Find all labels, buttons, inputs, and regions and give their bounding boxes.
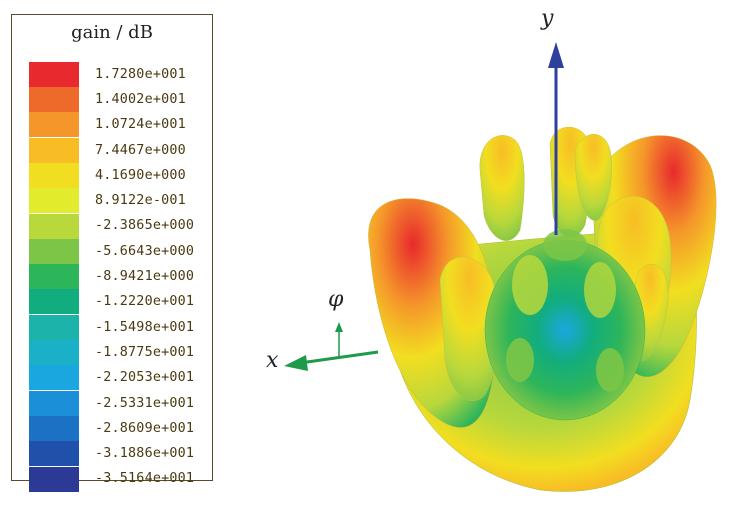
legend-value: -1.8775e+001 [95, 344, 195, 360]
legend-swatch [29, 289, 79, 315]
legend-swatch [29, 213, 79, 239]
inner-bump-3 [506, 338, 534, 382]
radiation-pattern-3d [284, 42, 717, 492]
legend-value: 1.0724e+001 [95, 117, 186, 133]
legend-value: -2.3865e+000 [95, 218, 195, 234]
legend-entry: 1.7280e+001 [29, 61, 186, 87]
y-axis-label: y [541, 6, 554, 31]
legend-entry: -2.2053e+001 [29, 365, 195, 391]
legend-value: -5.6643e+000 [95, 243, 195, 259]
legend-entry: -1.8775e+001 [29, 340, 195, 365]
legend-value: -2.5331e+001 [95, 395, 195, 411]
legend-value: 1.7280e+001 [95, 66, 186, 82]
inner-bump-4 [596, 348, 624, 392]
y-axis-arrow [548, 42, 564, 68]
x-axis-label: x [266, 348, 279, 373]
legend-entry: -3.5164e+001 [29, 466, 195, 492]
legend-swatch [29, 87, 79, 112]
legend-entry: -8.9421e+000 [29, 264, 195, 290]
phi-axis-label: φ [328, 287, 344, 312]
legend-swatch [29, 415, 79, 441]
legend-entry: -1.2220e+001 [29, 289, 195, 315]
legend-value: 7.4467e+000 [95, 142, 186, 158]
legend-entry: 1.0724e+001 [29, 112, 186, 138]
gain-legend: gain / dB 1.7280e+001 1.4002e+001 1.0724e+… [11, 14, 213, 492]
legend-swatch [29, 466, 79, 492]
legend-swatch [29, 238, 79, 264]
legend-value: -1.5498e+001 [95, 319, 195, 335]
legend-entry: -2.3865e+000 [29, 213, 195, 239]
legend-value: -2.8609e+001 [95, 420, 195, 436]
legend-swatch [29, 390, 79, 416]
phi-axis-arrow [335, 322, 343, 332]
legend-value: -3.5164e+001 [95, 471, 195, 487]
legend-entry: 1.4002e+001 [29, 87, 186, 112]
legend-swatch [29, 188, 79, 214]
legend-entry: -5.6643e+000 [29, 238, 195, 264]
inner-bump-1 [512, 255, 548, 315]
x-axis-arrow [284, 355, 308, 371]
legend-swatch [29, 365, 79, 391]
legend-swatch [29, 441, 79, 467]
legend-entry: -2.8609e+001 [29, 415, 195, 441]
legend-entry: -1.5498e+001 [29, 314, 195, 340]
core-region [484, 239, 646, 421]
legend-value: 1.4002e+001 [95, 91, 186, 107]
inner-bump-5 [543, 229, 587, 261]
legend-swatch [29, 162, 79, 188]
legend-swatch [29, 340, 79, 365]
legend-entry: -2.5331e+001 [29, 390, 195, 416]
legend-value: -8.9421e+000 [95, 269, 195, 285]
legend-entry: 8.9122e-001 [29, 188, 186, 214]
top-lobe-left [479, 135, 525, 241]
legend-title: gain / dB [71, 22, 153, 43]
legend-swatch [29, 264, 79, 290]
legend-value: 8.9122e-001 [95, 193, 186, 209]
x-axis-line [299, 350, 379, 365]
legend-value: -2.2053e+001 [95, 370, 195, 386]
legend-swatch [29, 314, 79, 340]
legend-entry: -3.1886e+001 [29, 441, 195, 467]
legend-swatch [29, 61, 79, 87]
legend-value: 4.1690e+000 [95, 167, 186, 183]
top-lobe-right [574, 134, 612, 221]
legend-value: -3.1886e+001 [95, 446, 195, 462]
legend-swatch [29, 112, 79, 138]
legend-entry: 4.1690e+000 [29, 162, 186, 188]
legend-entry: 7.4467e+000 [29, 137, 186, 163]
legend-value: -1.2220e+001 [95, 294, 195, 310]
inner-bump-2 [584, 262, 616, 318]
legend-swatch [29, 137, 79, 163]
